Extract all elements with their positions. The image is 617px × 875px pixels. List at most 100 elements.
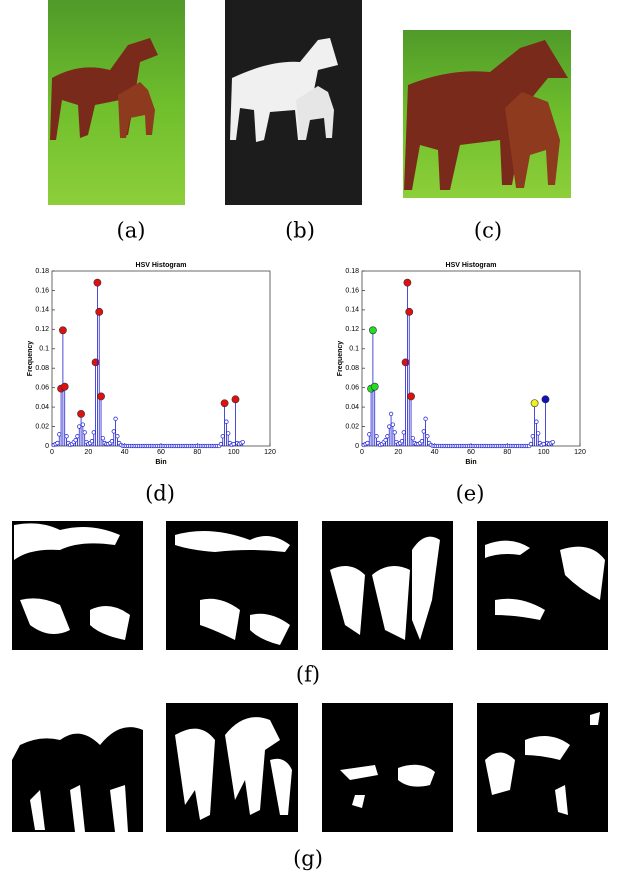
stem-marker [89,438,95,444]
x-tick-label: 120 [574,449,586,456]
stem-marker [75,434,80,439]
x-axis-label: Bin [465,459,476,466]
x-tick-label: 60 [467,449,475,456]
x-tick-label: 100 [538,449,550,456]
stem-marker [383,438,388,443]
stem-marker [57,432,62,437]
x-tick-label: 20 [394,449,402,456]
stem-marker [530,399,539,408]
y-tick-label: 0.06 [345,385,359,392]
y-axis-label: Frequency [337,341,344,377]
stem-marker [536,431,541,436]
stem-marker [77,410,85,418]
stem-marker [410,436,416,441]
stem-marker [419,438,425,444]
stem-marker [95,307,104,316]
stem-marker [77,424,82,429]
stem-marker [407,392,415,401]
y-tick-label: 0 [355,443,359,450]
caption: (d) [145,482,175,506]
x-tick-label: 40 [431,449,439,456]
stem-marker [231,395,240,404]
stem-marker [218,441,224,447]
stem-marker [405,307,414,316]
stem-marker [80,422,86,427]
stem-marker [387,424,392,429]
plot-area [51,270,271,447]
y-tick-label: 0.18 [35,268,49,275]
stem-marker [541,395,550,404]
stem-marker [60,382,69,391]
y-tick-label: 0.16 [35,287,49,294]
stem-marker [111,429,116,434]
x-tick-label: 100 [228,449,240,456]
stem-marker [115,434,120,439]
stem-marker [367,432,372,437]
caption: (g) [293,847,323,871]
x-tick-label: 0 [360,449,364,456]
stem-marker [93,278,102,287]
stem-marker [97,392,105,401]
stem-marker [59,326,67,335]
chart-title: HSV Histogram [136,262,187,269]
y-tick-label: 0.04 [345,404,359,411]
y-tick-label: 0.06 [35,385,49,392]
y-tick-label: 0.1 [39,346,49,353]
caption: (a) [117,219,146,243]
stem-marker [240,439,245,445]
caption: (e) [456,482,485,506]
x-axis-label: Bin [155,459,166,466]
stem-marker [390,422,396,427]
x-tick-label: 120 [264,449,276,456]
stem-marker [388,411,394,417]
stem-marker [392,430,397,435]
stem-marker [385,434,390,439]
stem-marker [91,430,96,435]
y-tick-label: 0.14 [345,307,359,314]
photo-a [48,0,185,205]
stem-marker [528,441,534,447]
y-tick-label: 0.02 [35,423,49,430]
y-tick-label: 0.04 [35,404,49,411]
y-tick-label: 0.12 [345,326,359,333]
stem-marker [401,358,410,367]
y-tick-label: 0.08 [345,365,359,372]
caption: (f) [296,663,320,687]
photo-c [403,30,571,198]
masks-f [12,521,608,650]
x-tick-label: 60 [157,449,165,456]
stem-marker [550,439,555,445]
stem-marker [370,382,379,391]
plot-area [361,270,581,447]
saliency-b [225,0,362,205]
stem-marker [220,434,225,439]
stem-marker [365,440,370,446]
stem-marker [109,438,115,444]
stem-marker [401,430,406,435]
stem-marker [73,438,78,443]
stem-marker [374,434,379,439]
y-tick-label: 0.08 [35,365,49,372]
stem-marker [403,278,412,287]
caption: (c) [474,219,502,243]
x-tick-label: 80 [193,449,201,456]
y-tick-label: 0.1 [349,346,359,353]
stem-marker [113,416,118,421]
stem-marker [55,440,60,446]
caption: (b) [285,219,315,243]
x-tick-label: 20 [84,449,92,456]
y-tick-label: 0.12 [35,326,49,333]
stem-marker [530,434,535,439]
y-tick-label: 0.18 [345,268,359,275]
y-tick-label: 0.02 [345,423,359,430]
stem-marker [220,399,229,408]
y-tick-label: 0.16 [345,287,359,294]
y-tick-label: 0 [45,443,49,450]
stem-marker [421,429,426,434]
stem-marker [91,358,100,367]
stem-marker [231,441,236,447]
x-tick-label: 80 [503,449,511,456]
x-tick-label: 40 [121,449,129,456]
masks-g [12,703,608,832]
